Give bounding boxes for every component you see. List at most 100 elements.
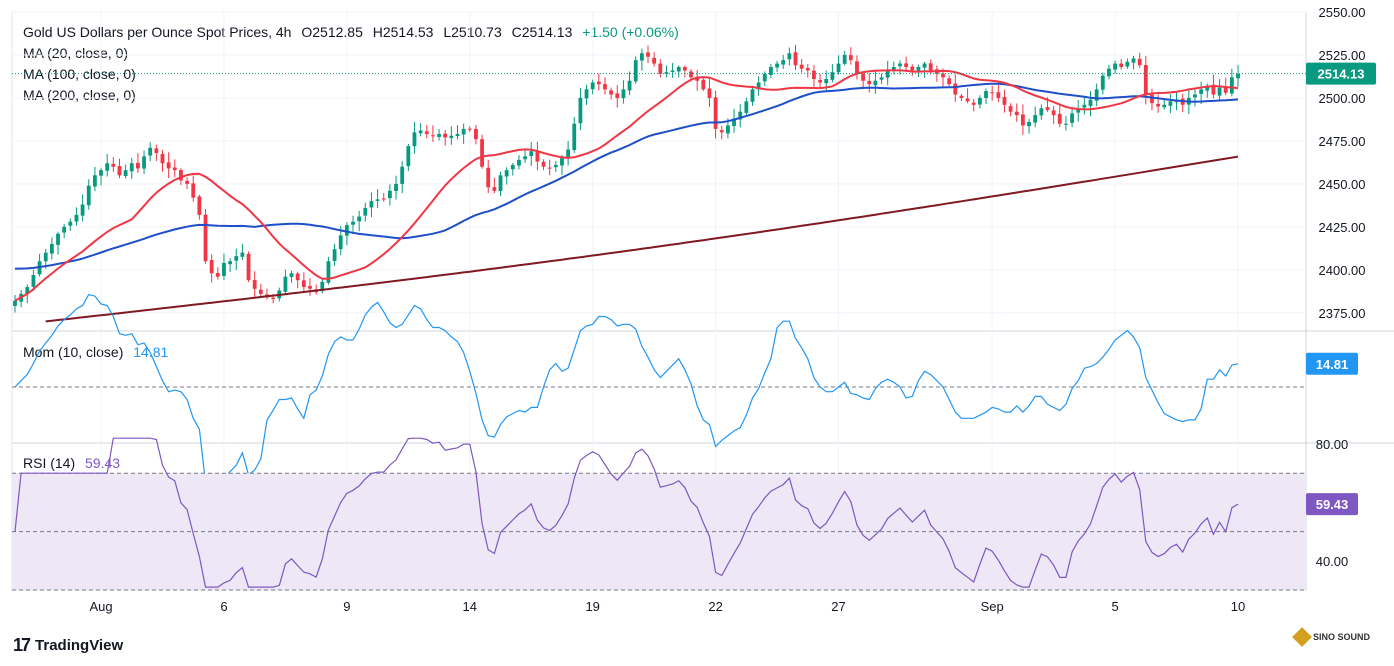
- candle-body: [480, 139, 484, 167]
- momentum-legend[interactable]: Mom (10, close) 14.81: [23, 344, 168, 360]
- candle-body: [74, 214, 79, 222]
- candle-body: [529, 151, 534, 157]
- candle-body: [922, 63, 927, 68]
- candle-body: [904, 63, 909, 68]
- y-tick-label: 2375.00: [1319, 306, 1366, 321]
- candle-body: [762, 73, 767, 82]
- momentum-value-label: 14.81: [1316, 357, 1349, 372]
- watermark-text: SINO SOUND: [1313, 632, 1371, 642]
- candle-body: [56, 233, 60, 245]
- candle-body: [1229, 77, 1234, 94]
- candle-body: [486, 167, 491, 188]
- candle-body: [984, 91, 988, 99]
- candle-body: [615, 93, 620, 98]
- candle-body: [867, 80, 872, 85]
- candle-body: [209, 259, 214, 274]
- x-tick-label: 27: [831, 599, 845, 614]
- candle-body: [418, 130, 423, 134]
- candle-body: [363, 207, 368, 216]
- ohlc-open: O2512.85: [301, 24, 363, 40]
- candle-body: [160, 153, 165, 164]
- candle-body: [1217, 87, 1222, 96]
- ma200-legend[interactable]: MA (200, close, 0): [23, 87, 136, 103]
- candle-body: [848, 55, 853, 61]
- candle-body: [474, 128, 478, 140]
- candle-body: [1027, 122, 1031, 127]
- candle-body: [326, 261, 331, 283]
- candle-body: [357, 216, 362, 222]
- momentum-value-tag: [1306, 352, 1358, 375]
- candle-body: [793, 52, 798, 66]
- candle-body: [136, 162, 140, 169]
- candle-body: [1051, 110, 1056, 116]
- candle-body: [203, 214, 208, 262]
- candle-body: [320, 281, 325, 292]
- ma20-legend[interactable]: MA (20, close, 0): [23, 45, 129, 61]
- candle-body: [941, 73, 945, 78]
- candle-body: [1199, 89, 1204, 94]
- candle-body: [990, 92, 995, 94]
- ma100-legend[interactable]: MA (100, close, 0): [23, 66, 136, 82]
- momentum-label: Mom (10, close): [23, 344, 124, 360]
- candle-body: [129, 163, 134, 172]
- candle-body: [179, 169, 183, 181]
- candle-body: [566, 149, 571, 158]
- candle-body: [246, 253, 251, 281]
- candle-body: [535, 151, 540, 162]
- candle-body: [873, 80, 878, 86]
- candle-body: [80, 204, 85, 216]
- candle-body: [781, 60, 786, 65]
- candle-body: [713, 97, 718, 129]
- candle-body: [228, 261, 233, 265]
- candle-body: [1002, 96, 1007, 105]
- x-tick-label: 5: [1111, 599, 1118, 614]
- candle-body: [775, 63, 779, 68]
- y-tick-label: 2450.00: [1319, 177, 1366, 192]
- y-tick-label: 2550.00: [1319, 5, 1366, 20]
- candle-body: [295, 273, 300, 281]
- candle-body: [172, 167, 177, 171]
- candle-body: [584, 89, 589, 99]
- candle-body: [676, 67, 681, 72]
- rsi-legend[interactable]: RSI (14) 59.43: [23, 455, 120, 471]
- candle-body: [1211, 84, 1216, 95]
- tradingview-brand[interactable]: 17 TradingView: [13, 635, 123, 656]
- candle-body: [308, 285, 312, 289]
- last-price-tag: [1306, 62, 1376, 85]
- candle-body: [947, 78, 952, 85]
- candle-body: [387, 190, 392, 199]
- tradingview-logo-icon: 17: [13, 635, 31, 655]
- candle-body: [1107, 68, 1111, 77]
- candle-body: [1070, 113, 1074, 123]
- candle-body: [400, 166, 405, 184]
- candle-body: [787, 53, 792, 60]
- candle-body: [879, 77, 884, 80]
- sino-sound-logo-icon: [1292, 627, 1312, 647]
- candle-body: [197, 196, 202, 215]
- candle-body: [547, 167, 552, 169]
- candle-body: [240, 252, 245, 257]
- candle-body: [437, 134, 441, 137]
- y-tick-label: 2500.00: [1319, 91, 1366, 106]
- candle-body: [344, 225, 349, 236]
- candle-body: [99, 170, 103, 176]
- candle-body: [1119, 63, 1124, 68]
- rsi-tick-label: 80.00: [1316, 437, 1349, 452]
- ohlc-low: L2510.73: [443, 24, 502, 40]
- candle-body: [461, 128, 466, 135]
- candle-body: [449, 135, 454, 138]
- candle-body: [111, 163, 116, 167]
- candle-body: [258, 289, 263, 294]
- x-tick-label: Sep: [981, 599, 1004, 614]
- candle-body: [627, 80, 632, 91]
- candle-body: [818, 80, 822, 83]
- candle-body: [959, 95, 964, 98]
- candle-body: [738, 111, 743, 120]
- ma200-line: [45, 155, 1239, 323]
- candle-body: [105, 163, 110, 171]
- candle-body: [965, 98, 970, 102]
- x-tick-label: 9: [343, 599, 350, 614]
- candle-body: [830, 72, 835, 80]
- candle-body: [1150, 94, 1154, 104]
